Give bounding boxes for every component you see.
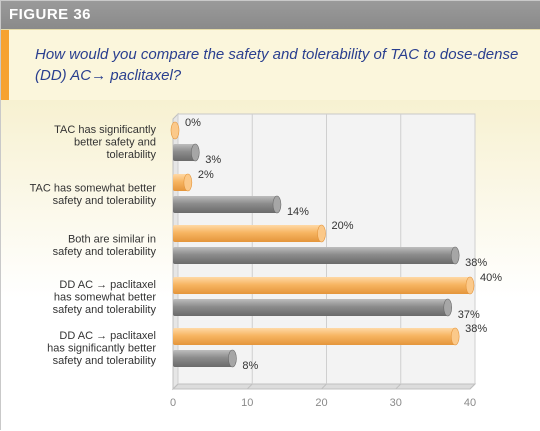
data-label: 40% [480, 272, 502, 284]
x-tick-label: 40 [464, 397, 476, 409]
floor-gridline [395, 383, 402, 390]
floor-gridline [321, 383, 327, 390]
bar [173, 196, 277, 213]
data-label: 8% [242, 360, 258, 372]
category-label: TAC has significantly better safety and to… [54, 124, 156, 161]
figure-label: FIGURE 36 [9, 6, 92, 23]
bar-end-cap [228, 349, 237, 368]
floor-gridline [172, 383, 179, 390]
chart-title: How would you compare the safety and tol… [35, 46, 519, 84]
bar [173, 350, 233, 367]
bar-end-cap [190, 143, 200, 162]
bar-end-cap [450, 327, 460, 346]
data-label: 38% [465, 257, 487, 269]
data-label: 0% [185, 117, 201, 129]
chart-labels: 0 10 20 30 40 0% 3% TAC has significantly better… [30, 117, 503, 409]
x-tick-label: 30 [390, 397, 402, 409]
title-accent-bar [1, 30, 9, 100]
bar [173, 328, 456, 345]
data-label: 14% [287, 206, 309, 218]
bar-end-cap [170, 121, 180, 140]
bar [173, 225, 322, 242]
bar [173, 247, 456, 264]
figure-header: FIGURE 36 [1, 1, 540, 29]
bar-end-cap [443, 298, 453, 317]
title-box: How would you compare the safety and tol… [1, 29, 540, 101]
data-label: 38% [465, 323, 487, 335]
bar-end-cap [272, 195, 282, 214]
data-label: 20% [332, 220, 354, 232]
bar-end-cap [183, 173, 193, 192]
data-label: 2% [198, 169, 214, 181]
category-label: Both are similar in safety and tolerabili… [53, 233, 157, 258]
bar [173, 299, 448, 316]
category-label: DD AC → paclitaxel has significantly bett… [47, 330, 156, 367]
bar-end-cap [450, 246, 460, 265]
chart-bars [170, 121, 475, 368]
x-tick-label: 10 [241, 397, 253, 409]
bar-end-cap [317, 224, 326, 243]
floor-gridline [246, 383, 253, 390]
bar [173, 144, 196, 161]
category-label: TAC has somewhat better safety and tolera… [30, 182, 157, 207]
bar-end-cap [465, 276, 475, 295]
bar [173, 277, 470, 294]
x-tick-label: 0 [170, 397, 176, 409]
x-tick-label: 20 [315, 397, 327, 409]
data-label: 3% [205, 154, 221, 166]
floor-gridline [469, 383, 476, 390]
data-label: 37% [458, 309, 480, 321]
category-label: DD AC → paclitaxel has somewhat better saf… [53, 279, 157, 316]
